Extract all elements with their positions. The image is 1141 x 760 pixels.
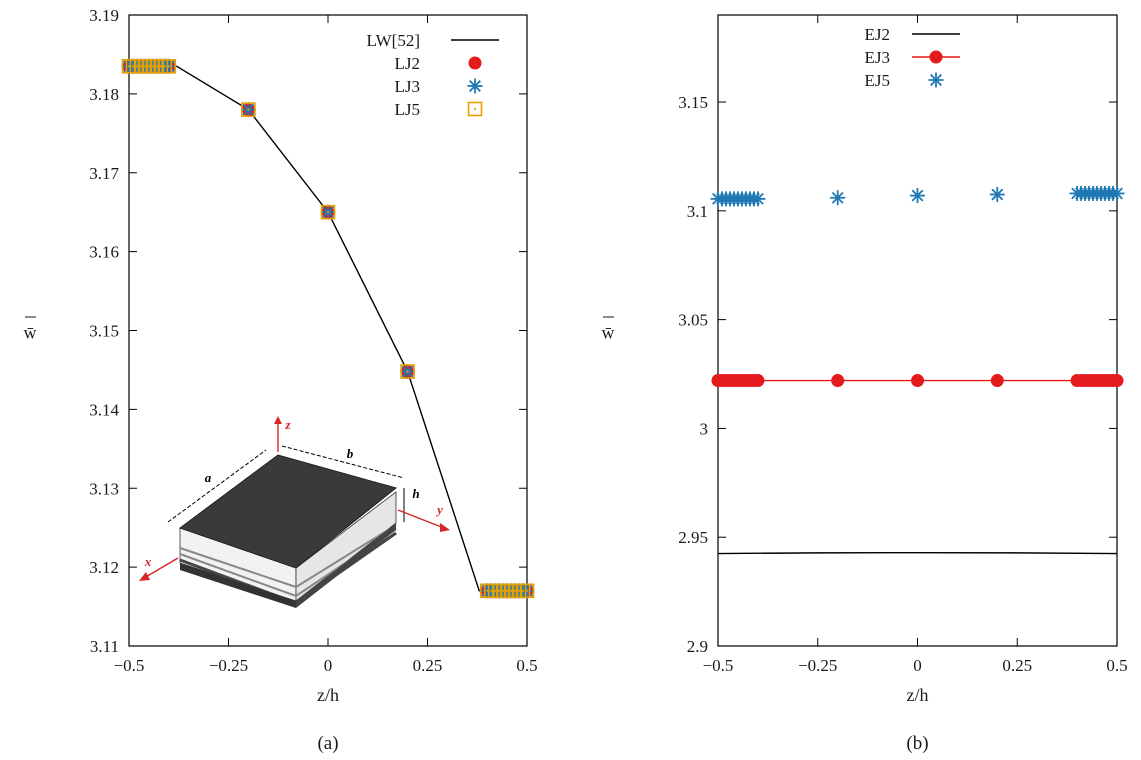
legend-label: EJ2 — [865, 25, 891, 44]
y-axis-head — [440, 523, 450, 532]
data-point — [519, 583, 535, 599]
y-tick-label: 3.15 — [89, 322, 119, 341]
x-tick-label: −0.5 — [114, 656, 145, 675]
inset-label-z: z — [284, 417, 291, 432]
x-tick-label: −0.5 — [703, 656, 734, 675]
plate-layer-line — [179, 524, 397, 589]
plot-frame — [717, 14, 1118, 647]
data-point — [400, 364, 415, 379]
y-tick-label: 3.19 — [89, 6, 119, 25]
x-tick-label: 0 — [324, 656, 333, 675]
panel-caption: (b) — [906, 733, 928, 754]
y-tick-label: 3.13 — [89, 479, 119, 498]
x-tick-label: −0.25 — [798, 656, 837, 675]
y-tick-label: 3.18 — [89, 85, 119, 104]
legend-marker — [929, 50, 943, 64]
legend: EJ2 EJ3 EJ5 — [865, 25, 960, 90]
y-tick-label: 3 — [700, 419, 709, 438]
data-point — [1109, 185, 1125, 201]
legend-label: LJ3 — [395, 77, 421, 96]
x-tick-label: 0.25 — [1002, 656, 1032, 675]
x-tick-label: 0 — [913, 656, 922, 675]
inset-label-y: y — [435, 502, 443, 517]
series-line — [717, 551, 1118, 555]
y-tick-label: 3.12 — [89, 558, 119, 577]
y-tick-label: 3.16 — [89, 243, 119, 262]
legend: LW[52] LJ2 LJ3 LJ5 — [367, 31, 499, 119]
data-point — [1110, 374, 1124, 388]
legend-label: LJ2 — [395, 54, 421, 73]
legend-label: EJ3 — [865, 48, 891, 67]
data-point — [320, 204, 336, 220]
inset-label-h: h — [412, 486, 419, 501]
data-point — [989, 187, 1005, 203]
series-ej3 — [711, 374, 1124, 388]
y-tick-label: 3.11 — [90, 637, 119, 656]
x-tick-label: 0.5 — [1106, 656, 1127, 675]
data-point — [910, 188, 925, 204]
legend-marker — [468, 56, 482, 70]
z-axis-head — [274, 416, 282, 424]
series-lj5 — [121, 58, 535, 599]
data-point — [911, 374, 924, 388]
legend-label: LW[52] — [367, 31, 421, 50]
data-point — [751, 374, 765, 388]
legend-marker — [467, 101, 483, 117]
plate-top-face — [178, 454, 398, 569]
series-ej2 — [717, 551, 1118, 555]
series-ej5 — [710, 185, 1125, 207]
y-tick-label: 2.95 — [678, 528, 708, 547]
y-tick-label: 3.1 — [687, 202, 708, 221]
plate-bottom-layer-side — [296, 523, 396, 608]
plate-bottom-layer — [180, 563, 296, 608]
dimension-b — [281, 445, 405, 479]
x-tick-label: 0.25 — [413, 656, 443, 675]
data-point — [750, 191, 766, 207]
x-tick-label: −0.25 — [209, 656, 248, 675]
y-axis-label: w̄ — [24, 323, 37, 343]
panel-caption: (a) — [317, 733, 338, 754]
dimension-a — [167, 449, 267, 523]
x-axis-label: z/h — [907, 685, 929, 705]
data-point — [161, 58, 177, 74]
data-point — [241, 102, 256, 117]
data-point — [831, 374, 845, 388]
y-tick-label: 3.14 — [89, 400, 119, 419]
x-axis-arrow — [143, 557, 179, 579]
y-tick-label: 3.15 — [678, 93, 708, 112]
y-tick-label: 2.9 — [687, 637, 708, 656]
legend-label: LJ5 — [395, 100, 421, 119]
y-tick-label: 3.05 — [678, 311, 708, 330]
data-point — [830, 190, 846, 206]
x-axis-label: z/h — [317, 685, 339, 705]
laminate-plate-inset: z b a h y x — [139, 416, 450, 608]
x-tick-label: 0.5 — [516, 656, 537, 675]
legend-marker — [928, 72, 944, 88]
y-axis-arrow — [397, 509, 445, 529]
y-tick-label: 3.17 — [89, 164, 119, 183]
y-axis-label: w̄ — [602, 323, 615, 343]
legend-marker — [467, 78, 483, 94]
inset-label-b: b — [347, 446, 354, 461]
x-axis-head — [139, 572, 150, 581]
inset-label-a: a — [205, 470, 212, 485]
panel-a: −0.5 −0.25 0 0.25 0.5 3.11 3.12 3.13 3.14 3.15 3.1… — [24, 6, 538, 754]
data-point — [990, 374, 1004, 388]
panel-b: −0.5 −0.25 0 0.25 0.5 2.9 2.95 3 3.05 3.1 3.15 z/h w… — [602, 14, 1128, 754]
inset-label-x: x — [144, 554, 152, 569]
legend-label: EJ5 — [865, 71, 891, 90]
